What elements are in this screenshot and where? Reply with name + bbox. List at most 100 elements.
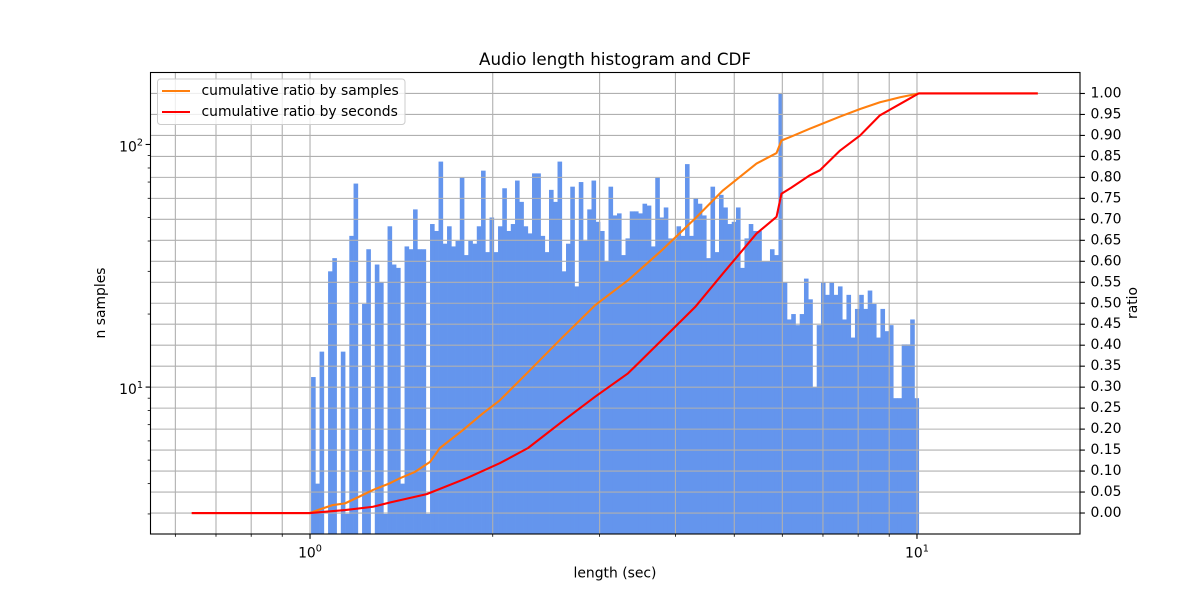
histogram-bar xyxy=(353,183,359,534)
histogram-bar xyxy=(803,278,809,534)
y2-tick-label: 0.05 xyxy=(1091,484,1122,500)
histogram-bar xyxy=(786,319,792,534)
histogram-bar xyxy=(876,337,881,534)
histogram-bar xyxy=(837,286,843,534)
histogram-bar xyxy=(642,203,648,534)
histogram-bar xyxy=(799,314,805,534)
y2-tick-label: 0.35 xyxy=(1091,358,1122,374)
histogram-bar xyxy=(650,246,656,534)
y2-tick-label: 0.50 xyxy=(1091,295,1122,311)
legend: cumulative ratio by samples cumulative r… xyxy=(157,78,406,125)
histogram-bar xyxy=(910,319,915,534)
y2-tick-label: 0.20 xyxy=(1091,421,1122,437)
histogram-bar xyxy=(701,215,707,534)
y2-tick-label: 0.80 xyxy=(1091,169,1122,185)
histogram-bar xyxy=(812,387,818,534)
histogram-bar xyxy=(544,252,550,534)
y2-tick-label: 0.10 xyxy=(1091,463,1122,479)
histogram-bar xyxy=(744,238,750,534)
histogram-bar xyxy=(646,205,652,534)
histogram-bar xyxy=(349,235,354,534)
histogram-bar xyxy=(608,186,614,534)
histogram-bar xyxy=(659,217,665,534)
histogram-bar xyxy=(880,308,886,534)
histogram-bar xyxy=(472,243,478,534)
histogram-bar xyxy=(408,249,414,534)
cdf-line-samples xyxy=(191,92,1038,515)
histogram-bar xyxy=(413,209,418,534)
histogram-bar xyxy=(387,226,393,534)
y2-tick-label: 0.90 xyxy=(1091,127,1122,143)
histogram-bar xyxy=(676,226,682,534)
histogram-bar xyxy=(570,186,575,534)
histogram-bar xyxy=(727,224,733,534)
y2-tick-label: 0.15 xyxy=(1091,442,1122,458)
histogram-bar xyxy=(740,267,745,534)
histogram-bar xyxy=(391,264,397,534)
histogram-bar xyxy=(553,201,558,534)
histogram-bar xyxy=(854,308,860,534)
histogram-bar xyxy=(451,246,456,534)
x-axis: 100 101 xyxy=(174,534,929,562)
histogram-bar xyxy=(459,177,465,534)
histogram-bar xyxy=(714,252,720,534)
histogram-bar xyxy=(578,182,584,534)
y-axis-label-left: n samples xyxy=(93,268,109,339)
histogram-bar xyxy=(442,243,448,534)
y2-tick-label: 0.00 xyxy=(1091,505,1122,521)
histogram-bar xyxy=(769,249,775,534)
histogram-bar xyxy=(362,304,367,534)
histogram-bar xyxy=(863,308,869,534)
histogram-bar xyxy=(663,207,669,534)
y2-tick-label: 0.60 xyxy=(1091,253,1122,269)
histogram-bar xyxy=(430,224,435,534)
histogram-bar xyxy=(859,294,864,534)
histogram-bar xyxy=(502,188,507,534)
histogram-bar xyxy=(481,170,486,534)
histogram-bar xyxy=(506,230,512,534)
y-axis-left: 101 102 xyxy=(119,137,151,515)
histogram-bar xyxy=(761,261,767,534)
y2-tick-label: 0.70 xyxy=(1091,211,1122,227)
y2-tick-label: 0.40 xyxy=(1091,337,1122,353)
histogram-bar xyxy=(447,226,452,534)
histogram-bar xyxy=(523,226,529,534)
histogram-bar xyxy=(557,161,563,534)
histogram-bar xyxy=(905,344,911,534)
x-tick-label: 101 xyxy=(905,544,929,562)
histogram-bar xyxy=(340,351,346,534)
histogram-bar xyxy=(485,252,490,534)
histogram-bar xyxy=(366,249,371,534)
histogram-bar xyxy=(710,186,716,534)
histogram-bar xyxy=(319,351,325,534)
histogram-bar xyxy=(549,189,554,534)
histogram-bar xyxy=(825,294,830,534)
histogram-bar xyxy=(901,344,907,534)
histogram-bar xyxy=(757,230,762,534)
histogram-bar xyxy=(404,246,410,534)
histogram-bar xyxy=(587,209,592,534)
histogram-bar xyxy=(328,271,333,534)
histogram-bar xyxy=(510,224,516,534)
histogram-bar xyxy=(493,252,499,534)
histogram-bar xyxy=(833,294,839,534)
histogram-bar xyxy=(748,224,754,534)
histogram-bar xyxy=(723,207,728,534)
histogram-bar xyxy=(897,398,903,534)
histogram-bar xyxy=(850,337,856,534)
histogram-bar xyxy=(374,264,380,534)
histogram-bar xyxy=(425,513,431,534)
histogram-bar xyxy=(765,261,771,534)
legend-label-samples: cumulative ratio by samples xyxy=(202,83,399,99)
histogram-bar xyxy=(633,211,639,534)
histogram-bar xyxy=(680,235,686,534)
y-axis-label-right: ratio xyxy=(1125,287,1141,319)
histogram-bar xyxy=(383,513,388,534)
histogram-bar xyxy=(808,299,813,534)
y-axis-right: 0.00 0.05 0.10 0.15 0.20 0.25 0.30 0.35 0.40 0.45… xyxy=(1080,85,1121,521)
histogram-bar xyxy=(532,173,537,534)
y2-tick-label: 0.95 xyxy=(1091,106,1122,122)
histogram-bar xyxy=(600,230,605,534)
histogram-bar xyxy=(655,177,660,534)
